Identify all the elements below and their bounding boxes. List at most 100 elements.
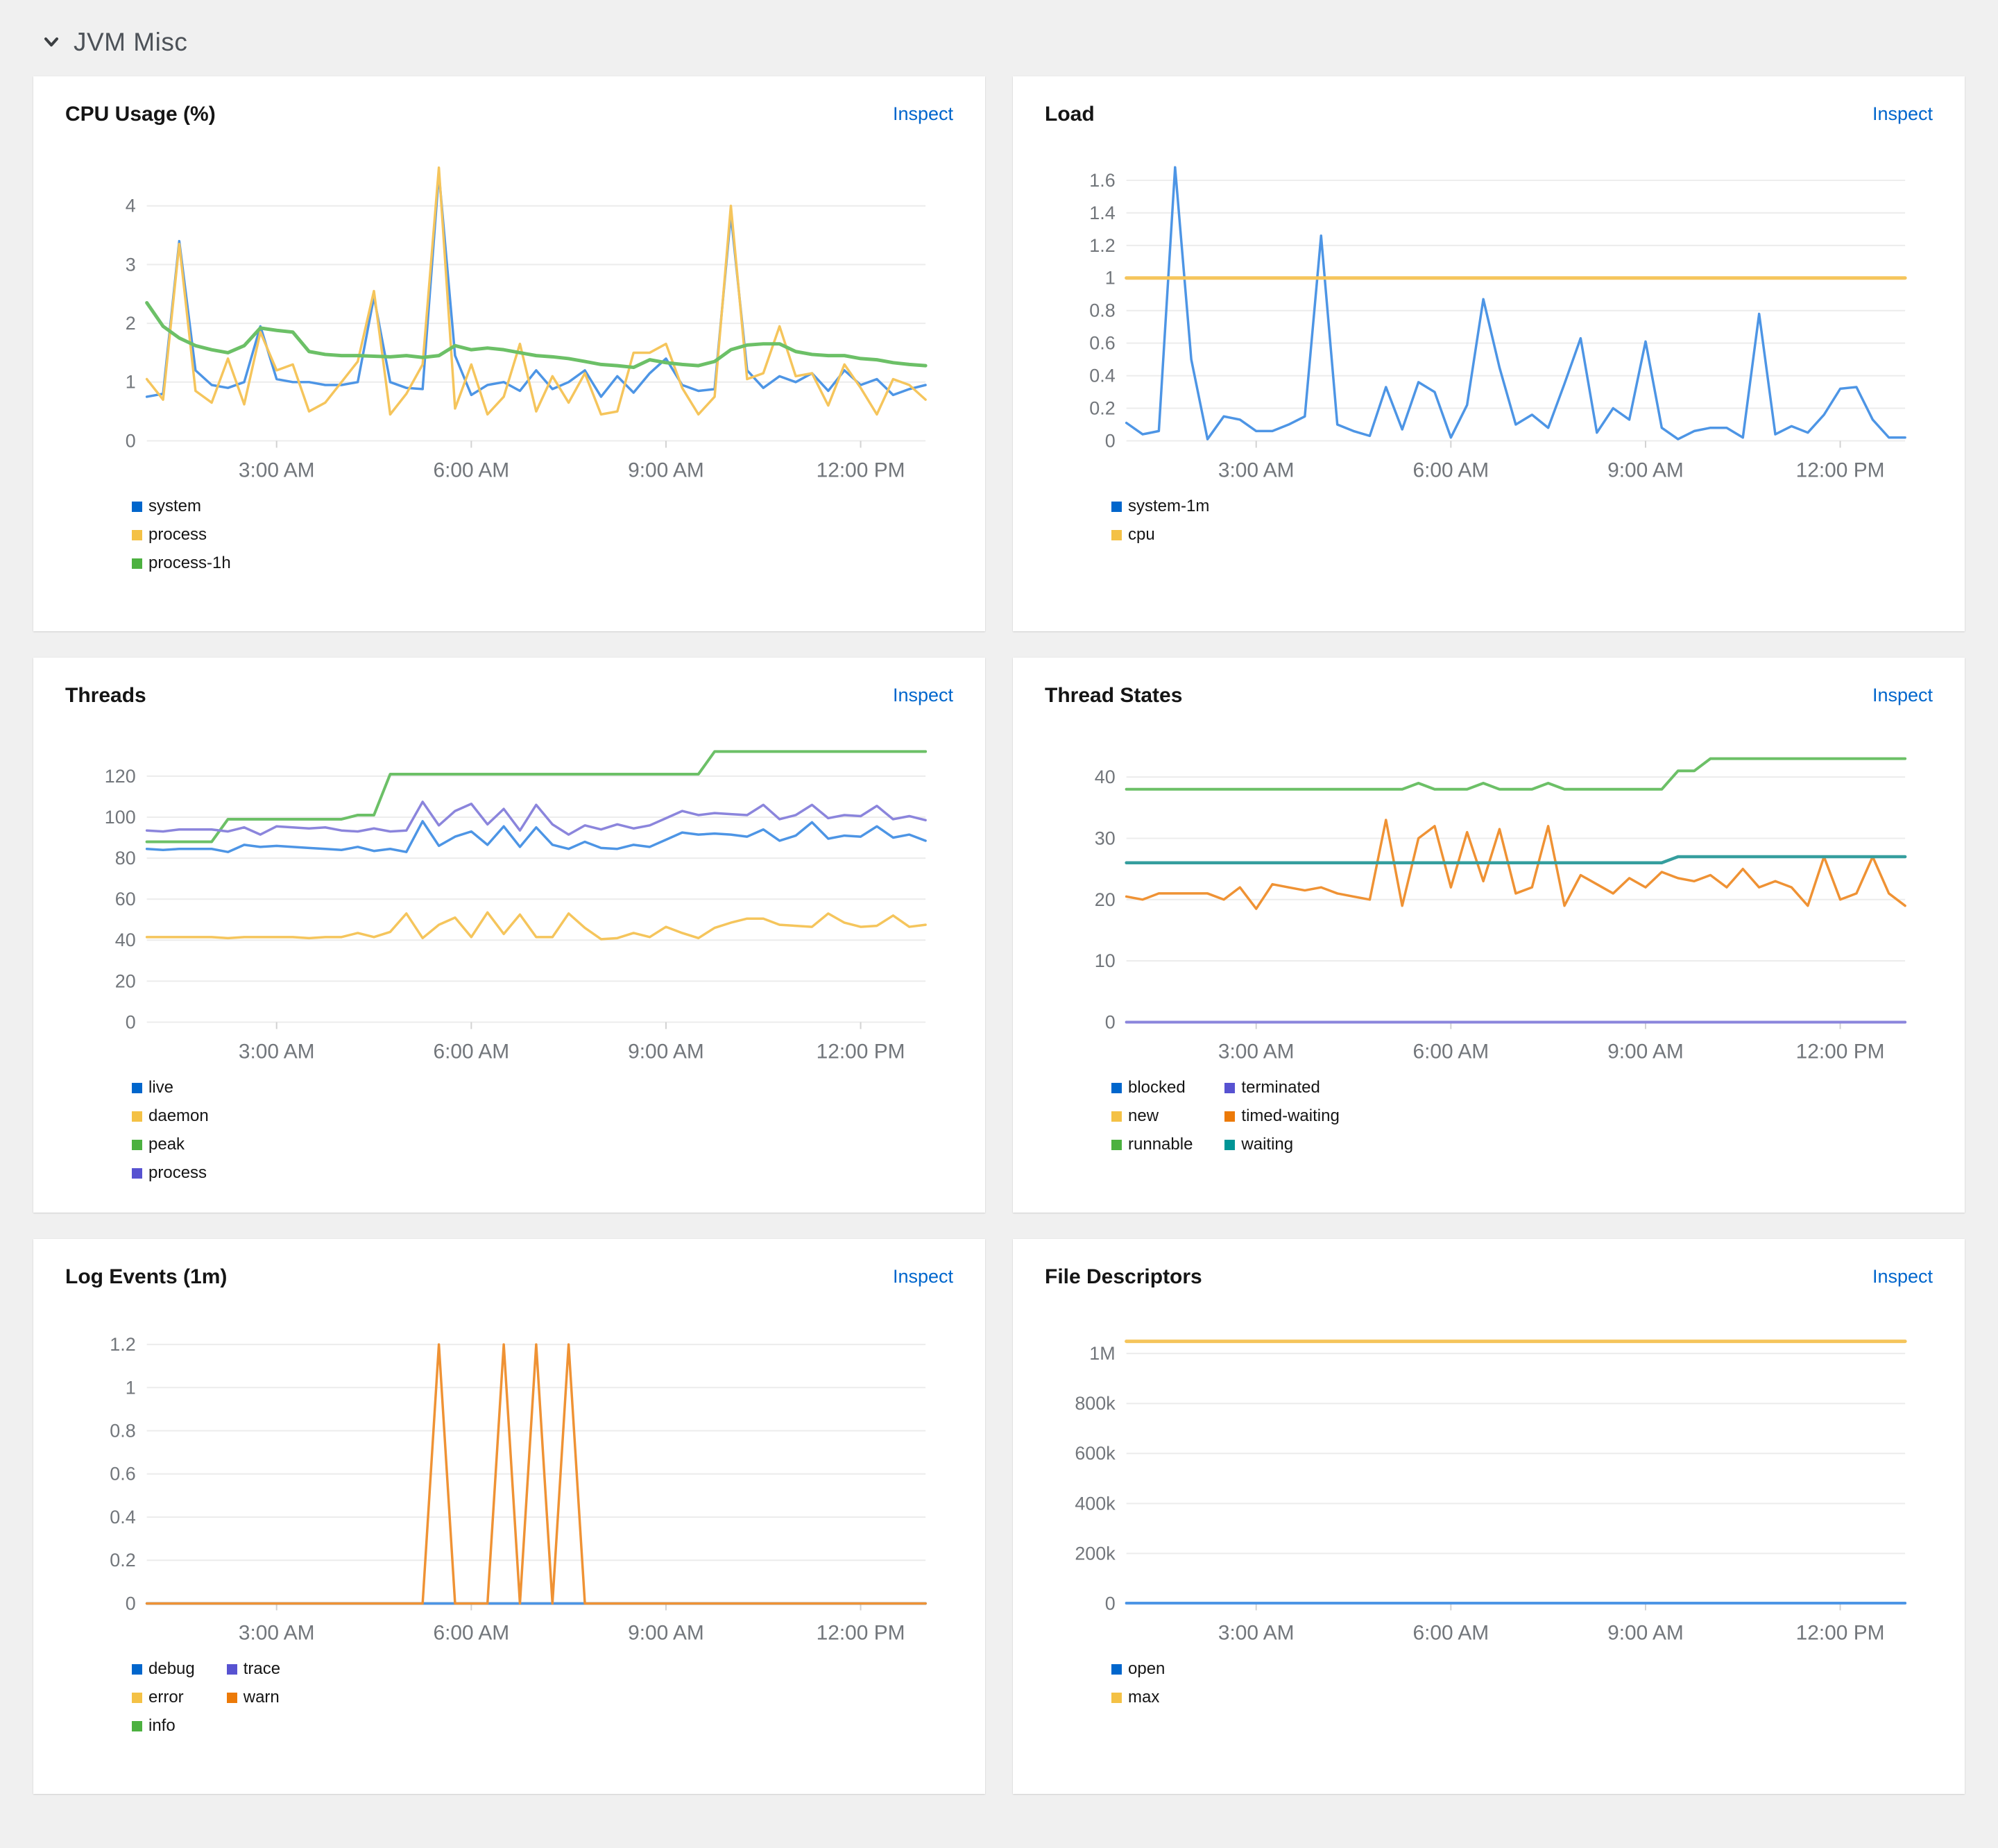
legend-label: process — [148, 1163, 207, 1182]
legend-item-system: system — [132, 497, 231, 516]
panel-title: Load — [1045, 103, 1095, 126]
svg-text:0: 0 — [126, 430, 136, 451]
svg-text:12:00 PM: 12:00 PM — [1796, 1040, 1885, 1063]
svg-text:6:00 AM: 6:00 AM — [434, 1040, 510, 1063]
svg-text:1.4: 1.4 — [1089, 203, 1115, 223]
svg-text:1: 1 — [126, 372, 136, 393]
file-descriptors-chart: 0 200k 400k 600k 800k 1M 3:00 AM 6:00 AM 9:00 AM… — [1075, 1340, 1907, 1644]
svg-text:30: 30 — [1095, 828, 1116, 848]
legend-swatch — [132, 1111, 142, 1122]
thread-states-chart: 0 10 20 30 40 3:00 AM 6:00 AM 9:00 AM 12:00 PM — [1095, 757, 1907, 1063]
section-header-jvm-misc[interactable]: JVM Misc — [33, 15, 1965, 76]
panel-header: Thread States Inspect — [1045, 684, 1933, 708]
panel-threads: Threads Inspect 0 20 40 60 80 100 120 3:00 AM 6:… — [33, 658, 985, 1213]
svg-text:9:00 AM: 9:00 AM — [1607, 1621, 1684, 1644]
legend-item-warn: warn — [226, 1688, 280, 1707]
panel-title: File Descriptors — [1045, 1265, 1202, 1288]
legend-swatch — [1224, 1082, 1236, 1093]
svg-text:3: 3 — [126, 254, 136, 275]
legend-item-terminated: terminated — [1224, 1078, 1339, 1097]
svg-text:10: 10 — [1095, 950, 1116, 971]
legend-swatch — [226, 1663, 237, 1675]
svg-text:3:00 AM: 3:00 AM — [239, 1621, 315, 1644]
svg-text:60: 60 — [115, 889, 136, 909]
legend-item-runnable: runnable — [1111, 1135, 1193, 1154]
cpu-usage-legend: system process process-1h — [132, 497, 231, 573]
svg-text:20: 20 — [1095, 889, 1116, 910]
svg-text:0.8: 0.8 — [110, 1421, 135, 1441]
legend-swatch — [132, 1167, 142, 1179]
log-events-chart: 0 0.2 0.4 0.6 0.8 1 1.2 3:00 AM 6:00 AM 9:00 AM 12… — [110, 1334, 927, 1644]
svg-text:0: 0 — [126, 1593, 136, 1614]
section-title: JVM Misc — [74, 28, 188, 56]
legend-swatch — [1111, 1139, 1122, 1150]
svg-text:0: 0 — [1105, 430, 1116, 451]
panel-load: Load Inspect 0 0.2 0.4 0.6 0.8 1 1.2 1.4 1.6 3:00… — [1013, 76, 1965, 631]
svg-text:9:00 AM: 9:00 AM — [628, 1621, 704, 1644]
inspect-link[interactable]: Inspect — [892, 103, 953, 124]
legend-swatch — [1111, 1692, 1122, 1703]
inspect-link[interactable]: Inspect — [892, 1266, 953, 1287]
inspect-link[interactable]: Inspect — [892, 685, 953, 705]
svg-text:80: 80 — [115, 848, 136, 869]
panel-file-descriptors: File Descriptors Inspect 0 200k 400k 600k 80… — [1013, 1239, 1965, 1794]
svg-text:200k: 200k — [1075, 1543, 1116, 1564]
legend-swatch — [132, 1720, 142, 1731]
legend-label: info — [148, 1716, 176, 1735]
svg-text:9:00 AM: 9:00 AM — [628, 459, 704, 481]
legend-item-process: process — [132, 525, 231, 545]
inspect-link[interactable]: Inspect — [1872, 1266, 1933, 1287]
legend-swatch — [132, 558, 142, 569]
panel-title: Thread States — [1045, 684, 1183, 707]
svg-text:20: 20 — [115, 970, 136, 991]
legend-swatch — [132, 1082, 142, 1093]
inspect-link[interactable]: Inspect — [1872, 685, 1933, 705]
legend-item-max: max — [1111, 1688, 1165, 1707]
svg-text:1: 1 — [126, 1377, 136, 1398]
svg-text:12:00 PM: 12:00 PM — [817, 1621, 905, 1644]
svg-text:9:00 AM: 9:00 AM — [1607, 1040, 1684, 1063]
legend-swatch — [1111, 501, 1122, 512]
svg-text:40: 40 — [1095, 767, 1116, 787]
legend-item-cpu: cpu — [1111, 525, 1209, 545]
svg-text:9:00 AM: 9:00 AM — [1607, 459, 1684, 481]
legend-label: system — [148, 497, 202, 515]
legend-label: waiting — [1241, 1135, 1294, 1154]
legend-swatch — [132, 529, 142, 540]
panel-grid: CPU Usage (%) Inspect 0 1 2 3 4 3:00 AM 6:00 A… — [33, 76, 1965, 1794]
legend-swatch — [132, 501, 142, 512]
legend-label: system-1m — [1128, 497, 1210, 515]
legend-item-trace: trace — [226, 1659, 281, 1679]
inspect-link[interactable]: Inspect — [1872, 103, 1933, 124]
legend-swatch — [132, 1663, 142, 1675]
load-chart: 0 0.2 0.4 0.6 0.8 1 1.2 1.4 1.6 3:00 AM 6:00 AM 9:0… — [1089, 166, 1907, 481]
legend-label: cpu — [1128, 525, 1155, 544]
panel-thread-states: Thread States Inspect 0 10 20 30 40 3:00 AM 6:… — [1013, 658, 1965, 1213]
svg-text:1M: 1M — [1089, 1343, 1115, 1364]
chevron-down-icon[interactable] — [43, 36, 60, 49]
panel-title: Threads — [65, 684, 146, 707]
legend-label: runnable — [1128, 1135, 1193, 1154]
svg-text:0.6: 0.6 — [1089, 333, 1115, 354]
legend-item-timed-waiting: timed-waiting — [1224, 1106, 1340, 1126]
cpu-usage-chart: 0 1 2 3 4 3:00 AM 6:00 AM 9:00 AM 12:00 PM — [126, 166, 928, 481]
legend-item-live: live — [132, 1078, 209, 1097]
svg-text:2: 2 — [126, 313, 136, 334]
legend-label: error — [148, 1688, 184, 1706]
panel-title: Log Events (1m) — [65, 1265, 228, 1288]
svg-text:0: 0 — [1105, 1011, 1116, 1032]
svg-text:100: 100 — [105, 807, 136, 828]
legend-label: trace — [243, 1659, 281, 1678]
threads-legend: live daemon peak process — [132, 1078, 209, 1183]
svg-text:1.6: 1.6 — [1089, 170, 1115, 191]
panel-cpu-usage: CPU Usage (%) Inspect 0 1 2 3 4 3:00 AM 6:00 A… — [33, 76, 985, 631]
svg-text:1.2: 1.2 — [110, 1334, 135, 1355]
panel-header: Threads Inspect — [65, 684, 953, 708]
legend-label: debug — [148, 1659, 195, 1678]
svg-text:0.8: 0.8 — [1089, 300, 1115, 321]
svg-text:0.6: 0.6 — [110, 1464, 135, 1485]
svg-text:6:00 AM: 6:00 AM — [434, 1621, 510, 1644]
legend-label: live — [148, 1078, 174, 1097]
legend-swatch — [1111, 1111, 1122, 1122]
legend-label: new — [1128, 1106, 1159, 1125]
